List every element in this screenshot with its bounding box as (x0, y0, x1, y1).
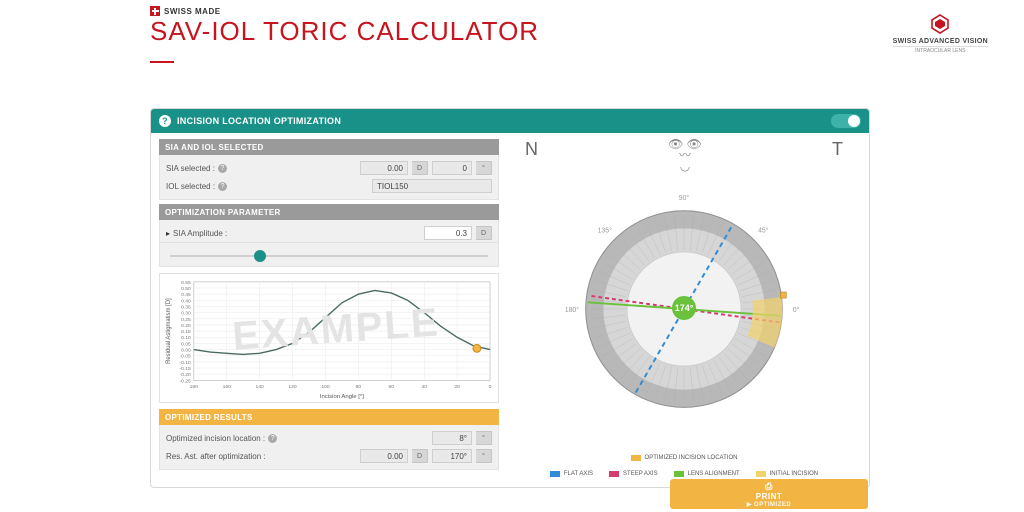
svg-text:60: 60 (389, 384, 395, 390)
print-sub: ▶ OPTIMIZED (747, 501, 791, 508)
unit-d: D (412, 161, 428, 175)
svg-text:180°: 180° (565, 306, 579, 314)
panel-header: ? INCISION LOCATION OPTIMIZATION (151, 109, 869, 133)
svg-text:90°: 90° (679, 194, 690, 202)
section-sia-header: SIA AND IOL SELECTED (159, 139, 499, 155)
swiss-flag-icon (150, 6, 160, 16)
help-icon[interactable]: ? (268, 434, 277, 443)
nasal-letter: N (525, 139, 538, 160)
sia-selected-angle: 0 (432, 161, 472, 175)
svg-text:20: 20 (454, 384, 460, 390)
svg-text:180: 180 (190, 384, 199, 390)
opt-loc-value: 8° (432, 431, 472, 445)
svg-text:140: 140 (255, 384, 264, 390)
legend-lens: LENS ALIGNMENT (688, 471, 740, 477)
page-title: SAV-IOL TORIC CALCULATOR (150, 16, 539, 47)
svg-text:-0.25: -0.25 (179, 378, 191, 384)
optimization-toggle[interactable] (831, 114, 861, 128)
iol-selected-value: TIOL150 (372, 179, 492, 193)
eye-legend: OPTIMIZED INCISION LOCATION FLAT AXIS ST… (507, 451, 861, 479)
eye-diagram: 0° 45° 90° 135° 180° 174° (507, 171, 861, 451)
print-icon: ⎙ (765, 481, 773, 492)
panel-title: INCISION LOCATION OPTIMIZATION (177, 116, 341, 126)
unit-d: D (412, 449, 428, 463)
unit-deg: ° (476, 161, 492, 175)
res-after-value2: 170° (432, 449, 472, 463)
svg-text:100: 100 (321, 384, 330, 390)
unit-deg: ° (476, 449, 492, 463)
legend-opt: OPTIMIZED INCISION LOCATION (645, 455, 738, 461)
logo-line2: INTRAOCULAR LENS (893, 46, 988, 54)
svg-text:0.15: 0.15 (181, 329, 191, 335)
section-optparam-header: OPTIMIZATION PARAMETER (159, 204, 499, 220)
face-icon: 👁 👁〰◡ (668, 139, 702, 172)
row-sia-amplitude: ▸ SIA Amplitude : 0.3 D (166, 224, 492, 242)
svg-text:0.25: 0.25 (181, 317, 191, 323)
logo-line1: SWISS ADVANCED VISION (893, 38, 988, 45)
svg-text:0.20: 0.20 (181, 323, 191, 329)
legend-flat: FLAT AXIS (564, 471, 593, 477)
residual-astigmatism-chart: -0.25-0.20-0.15-0.10-0.050.000.050.100.1… (159, 273, 499, 403)
optimization-panel: ? INCISION LOCATION OPTIMIZATION SIA AND… (150, 108, 870, 488)
res-after-label: Res. Ast. after optimization : (166, 452, 266, 461)
help-icon[interactable]: ? (218, 164, 227, 173)
svg-text:0.50: 0.50 (181, 286, 191, 292)
iol-selected-label: IOL selected : (166, 182, 215, 191)
opt-loc-label: Optimized incision location : (166, 434, 265, 443)
brand-logo: SWISS ADVANCED VISION INTRAOCULAR LENS (893, 14, 988, 54)
sia-amplitude-label: SIA Amplitude : (173, 229, 227, 238)
svg-text:120: 120 (288, 384, 297, 390)
row-sia-selected: SIA selected :? 0.00 D 0 ° (166, 159, 492, 177)
svg-text:0.30: 0.30 (181, 311, 191, 317)
svg-text:40: 40 (421, 384, 427, 390)
svg-text:0.40: 0.40 (181, 298, 191, 304)
svg-text:-0.05: -0.05 (179, 354, 191, 360)
svg-text:45°: 45° (758, 227, 769, 235)
angle-badge: 174° (672, 296, 696, 320)
hexagon-icon (930, 14, 950, 34)
svg-text:80: 80 (356, 384, 362, 390)
legend-init: INITIAL INCISION (770, 471, 818, 477)
res-after-value1: 0.00 (360, 449, 408, 463)
svg-text:-0.20: -0.20 (179, 372, 191, 378)
svg-text:Incision Angle [°]: Incision Angle [°] (320, 394, 364, 400)
swiss-made-label: SWISS MADE (164, 7, 221, 16)
swiss-made-badge: SWISS MADE (150, 6, 539, 16)
help-icon[interactable]: ? (159, 115, 171, 127)
svg-text:0.10: 0.10 (181, 335, 191, 341)
section-results-header: OPTIMIZED RESULTS (159, 409, 499, 425)
left-column: SIA AND IOL SELECTED SIA selected :? 0.0… (159, 139, 499, 479)
svg-text:0°: 0° (793, 306, 800, 314)
unit-deg: ° (476, 431, 492, 445)
svg-text:0.05: 0.05 (181, 341, 191, 347)
svg-text:135°: 135° (598, 227, 612, 235)
legend-steep: STEEP AXIS (623, 471, 658, 477)
row-iol-selected: IOL selected :? TIOL150 (166, 177, 492, 195)
svg-text:0: 0 (489, 384, 492, 390)
sia-selected-value: 0.00 (360, 161, 408, 175)
svg-text:0.55: 0.55 (181, 280, 191, 286)
right-column: N 👁 👁〰◡ T 0° 45° 90° 135° 180° 174° OPTIMIZE… (507, 139, 861, 479)
row-residual-after: Res. Ast. after optimization : 0.00 D 17… (166, 447, 492, 465)
row-optimized-location: Optimized incision location :? 8° ° (166, 429, 492, 447)
sia-selected-label: SIA selected : (166, 164, 215, 173)
temporal-letter: T (832, 139, 843, 160)
svg-text:0.45: 0.45 (181, 292, 191, 298)
sia-amplitude-slider[interactable] (159, 243, 499, 267)
help-icon[interactable]: ? (218, 182, 227, 191)
svg-text:160: 160 (223, 384, 232, 390)
unit-d: D (476, 226, 492, 240)
svg-text:0.00: 0.00 (181, 348, 191, 354)
print-label: PRINT (756, 492, 783, 501)
title-underline (150, 61, 174, 63)
eye-orientation-header: N 👁 👁〰◡ T (507, 139, 861, 171)
print-button[interactable]: ⎙ PRINT ▶ OPTIMIZED (670, 479, 868, 509)
svg-text:-0.15: -0.15 (179, 366, 191, 372)
sia-amplitude-input[interactable]: 0.3 (424, 226, 472, 240)
svg-text:-0.10: -0.10 (179, 360, 191, 366)
svg-text:0.35: 0.35 (181, 304, 191, 310)
svg-text:Residual Astigmatism [D]: Residual Astigmatism [D] (166, 298, 172, 364)
